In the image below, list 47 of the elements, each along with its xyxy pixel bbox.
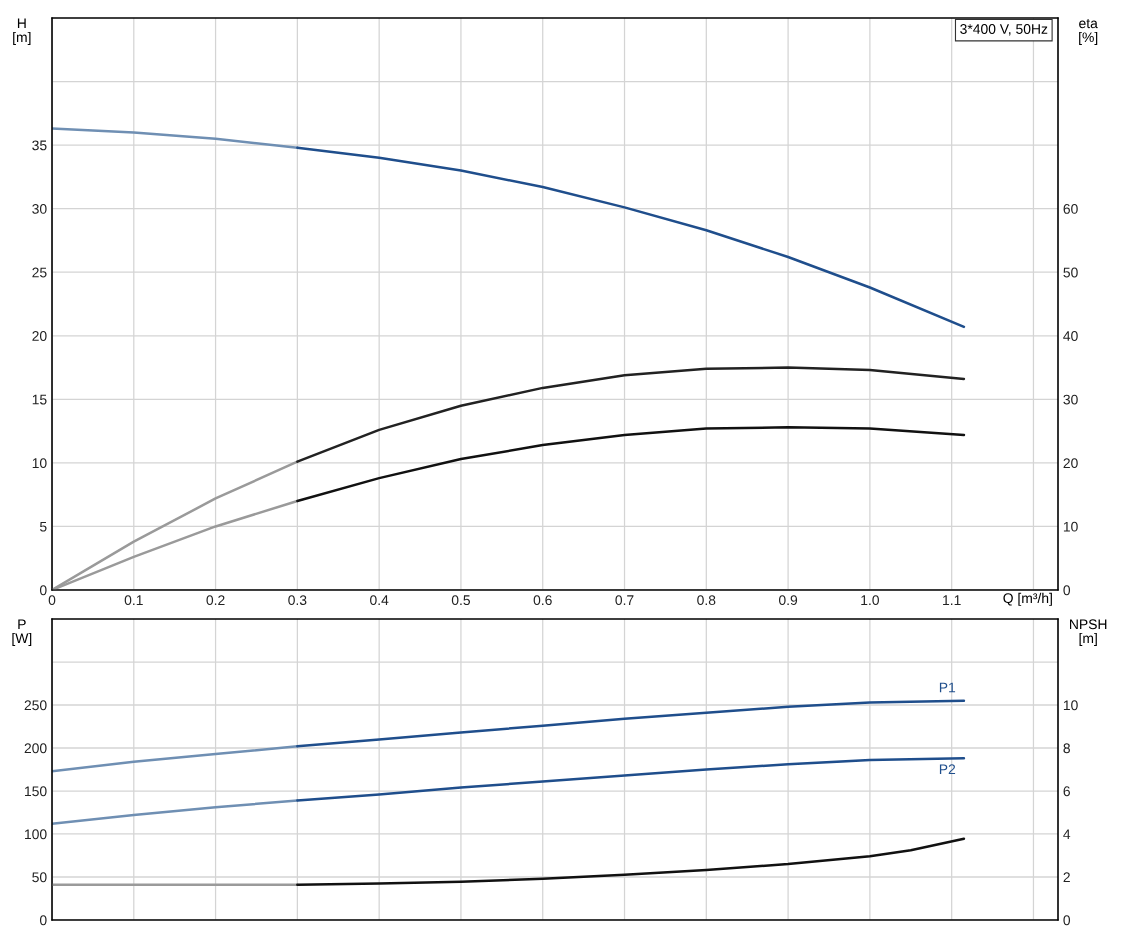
y2-tick-label: 6 [1063, 786, 1070, 797]
y-tick-label: 200 [24, 743, 47, 754]
x-axis-title: Q [m³/h] [1003, 592, 1052, 606]
y2-tick-label: 50 [1063, 267, 1078, 278]
annotation: 3*400 V, 50Hz [960, 24, 1048, 36]
y-tick-label: 25 [32, 267, 47, 278]
x-tick-label: 1.0 [861, 595, 879, 606]
y-tick-label: 20 [32, 331, 47, 341]
y2-tick-label: 10 [1063, 521, 1078, 532]
y2-tick-label: 60 [1063, 204, 1078, 214]
x-tick-label: 0.6 [533, 595, 552, 606]
x-tick-label: 0.8 [697, 595, 716, 606]
y-axis-title: P [W] [12, 619, 32, 646]
x-tick-label: 0.5 [451, 595, 471, 606]
x-tick-label: 0.7 [615, 595, 634, 606]
x-tick-label: 0.4 [370, 595, 389, 606]
series-label: P2 [939, 764, 956, 774]
series-label: P1 [939, 682, 956, 693]
x-tick-label: 1.1 [943, 595, 961, 605]
y2-tick-label: 10 [1063, 700, 1078, 711]
y2-tick-label: 8 [1063, 743, 1070, 754]
y2-axis-title: eta [%] [1079, 19, 1098, 45]
x-tick-label: 0 [48, 595, 56, 606]
y-tick-label: 30 [32, 204, 47, 214]
y-axis-title: H [m] [13, 18, 31, 45]
y-tick-label: 250 [24, 700, 47, 711]
y2-tick-label: 0 [1063, 915, 1071, 926]
y-tick-label: 50 [32, 872, 47, 883]
y2-axis-title: NPSH [m] [1070, 619, 1107, 646]
y-tick-label: 5 [39, 521, 47, 532]
x-tick-label: 0.1 [124, 595, 143, 606]
y-tick-label: 10 [32, 458, 47, 469]
x-tick-label: 0.3 [288, 595, 307, 606]
y-tick-label: 0 [39, 585, 47, 596]
x-tick-label: 0.9 [778, 595, 798, 606]
y-tick-label: 150 [25, 786, 47, 797]
y2-tick-label: 40 [1063, 331, 1078, 341]
y2-tick-label: 2 [1063, 872, 1070, 883]
x-tick-label: 0.2 [206, 595, 225, 606]
y2-tick-label: 30 [1063, 394, 1078, 405]
y-tick-label: 100 [25, 829, 47, 840]
y-tick-label: 35 [32, 140, 47, 151]
y2-tick-label: 20 [1063, 458, 1078, 469]
y-tick-label: 0 [39, 915, 47, 926]
y2-tick-label: 4 [1063, 829, 1071, 840]
y-tick-label: 15 [32, 394, 47, 405]
y2-tick-label: 0 [1063, 585, 1071, 596]
